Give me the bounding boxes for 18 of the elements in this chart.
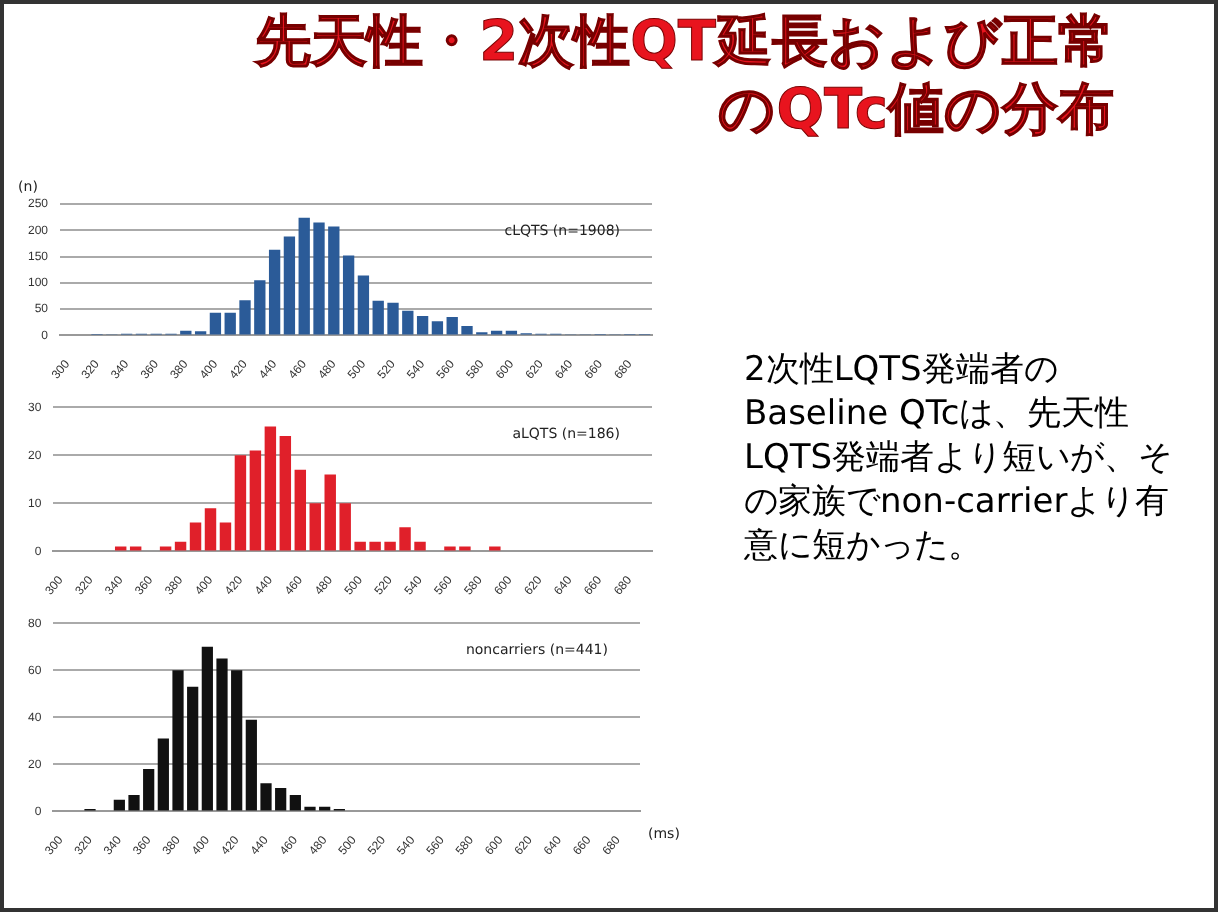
bar [279, 436, 292, 551]
bar [189, 522, 202, 551]
bar [431, 321, 444, 335]
bar [283, 236, 296, 335]
text: 2次性LQTS発端者のBaseline QTcは、先天性LQTS発端者より短いが、その家族でnon-carrierより有意に短かった。 [744, 348, 1174, 568]
bar [204, 508, 217, 551]
bar [294, 469, 307, 551]
bar [219, 522, 232, 551]
bar [264, 426, 277, 551]
bar [342, 255, 355, 335]
bar [234, 455, 247, 551]
bar [309, 503, 321, 551]
bar [268, 249, 281, 335]
bar [209, 312, 222, 335]
bar [416, 315, 429, 335]
chart-title: 先天性・2次性QT延長および正常のQTc値の分布 [252, 8, 1114, 144]
bar [249, 450, 262, 551]
bar [357, 275, 370, 335]
